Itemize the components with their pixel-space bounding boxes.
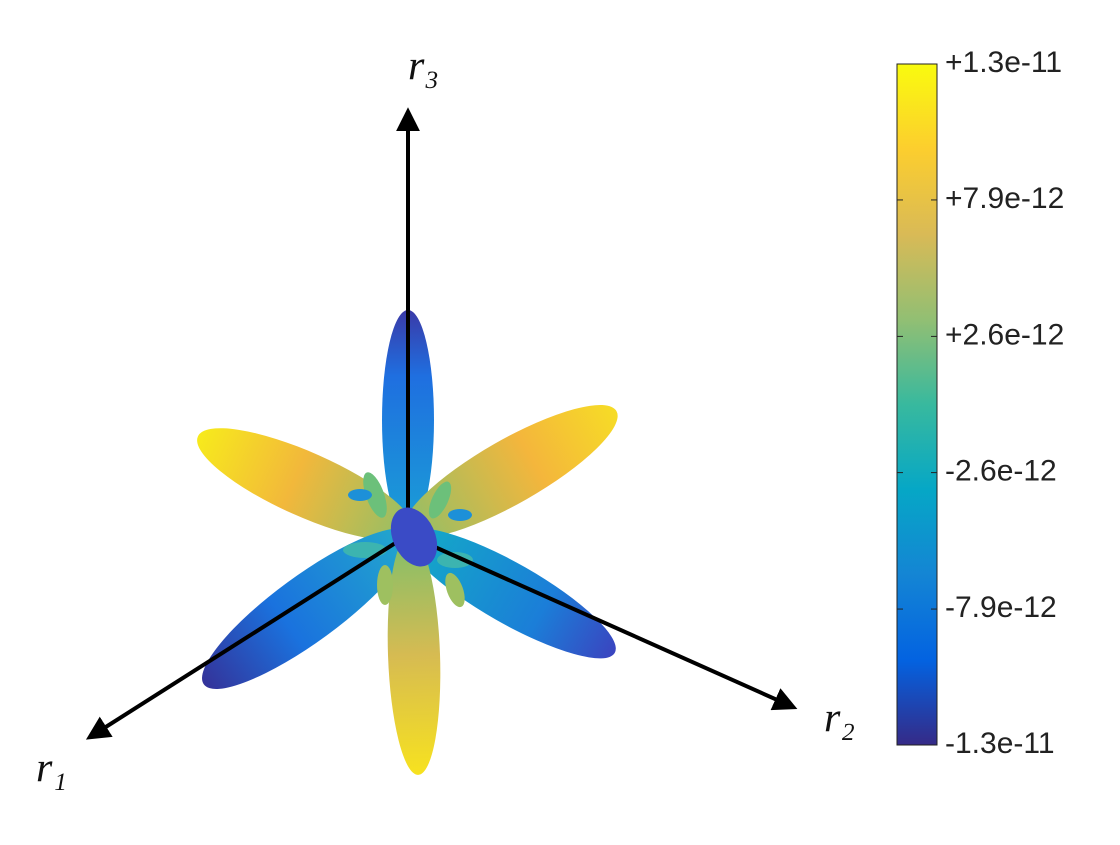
colorbar-tick-label: -1.3e-11 — [945, 727, 1055, 760]
colorbar-tick-label: +1.3e-11 — [945, 46, 1062, 79]
surface — [197, 310, 618, 775]
colorbar-tick-label: +7.9e-12 — [945, 182, 1064, 215]
axis-label: r₁ — [36, 746, 67, 792]
axis-r1 — [85, 533, 410, 740]
colorbar-tick-label: +2.6e-12 — [945, 318, 1064, 351]
colorbar-tick-label: -7.9e-12 — [945, 591, 1057, 624]
colorbar-tick-label: -2.6e-12 — [945, 455, 1057, 488]
axis-label: r₂ — [824, 696, 855, 742]
minor-lobes — [343, 472, 473, 608]
lobe — [202, 528, 413, 689]
axes — [85, 107, 798, 740]
colorbar — [896, 63, 938, 746]
core — [390, 507, 438, 567]
lobe — [403, 405, 618, 539]
lobe — [387, 534, 441, 775]
lobe — [197, 428, 415, 541]
axis-r2 — [407, 533, 798, 711]
axis-label: r₃ — [408, 44, 439, 90]
